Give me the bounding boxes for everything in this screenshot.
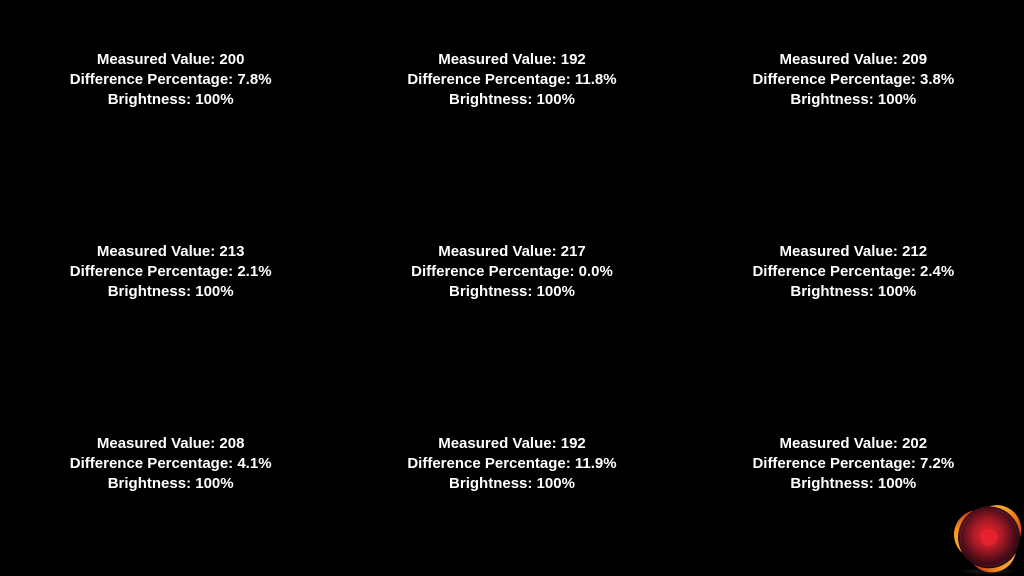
brightness-text: Brightness: 100% <box>449 475 575 492</box>
difference-percentage-text: Difference Percentage: 11.9% <box>407 455 617 472</box>
brightness-text: Brightness: 100% <box>790 91 917 108</box>
brightness-text: Brightness: 100% <box>107 91 234 108</box>
measurement-cell-bottom-center: Measured Value: 192 Difference Percentag… <box>341 384 682 576</box>
difference-percentage-text: Difference Percentage: 2.4% <box>752 263 955 280</box>
measured-value-text: Measured Value: 209 <box>779 51 928 68</box>
measured-value-text: Measured Value: 217 <box>438 243 586 260</box>
measurement-cell-top-right: Measured Value: 209 Difference Percentag… <box>683 0 1024 192</box>
measurement-cell-bottom-right: Measured Value: 202 Difference Percentag… <box>683 384 1024 576</box>
measurement-cell-top-center: Measured Value: 192 Difference Percentag… <box>341 0 682 192</box>
difference-percentage-text: Difference Percentage: 11.8% <box>407 71 617 88</box>
brightness-text: Brightness: 100% <box>107 475 234 492</box>
measurement-cell-top-left: Measured Value: 200 Difference Percentag… <box>0 0 341 192</box>
measurement-cell-middle-left: Measured Value: 213 Difference Percentag… <box>0 192 341 384</box>
difference-percentage-text: Difference Percentage: 0.0% <box>411 263 613 280</box>
brightness-text: Brightness: 100% <box>790 475 917 492</box>
measured-value-text: Measured Value: 213 <box>96 243 245 260</box>
measured-value-text: Measured Value: 202 <box>779 435 928 452</box>
measured-value-text: Measured Value: 192 <box>438 435 586 452</box>
measured-value-text: Measured Value: 192 <box>438 51 586 68</box>
brightness-text: Brightness: 100% <box>449 91 575 108</box>
orange-swirl-sphere-icon <box>953 505 1022 575</box>
measurement-cell-bottom-left: Measured Value: 208 Difference Percentag… <box>0 384 341 576</box>
measurement-cell-middle-center: Measured Value: 217 Difference Percentag… <box>341 192 682 384</box>
brightness-text: Brightness: 100% <box>790 283 917 300</box>
measured-value-text: Measured Value: 208 <box>96 435 245 452</box>
difference-percentage-text: Difference Percentage: 7.8% <box>69 71 272 88</box>
measured-value-text: Measured Value: 200 <box>96 51 245 68</box>
measurement-cell-middle-right: Measured Value: 212 Difference Percentag… <box>683 192 1024 384</box>
difference-percentage-text: Difference Percentage: 4.1% <box>69 455 272 472</box>
difference-percentage-text: Difference Percentage: 2.1% <box>69 263 272 280</box>
brightness-text: Brightness: 100% <box>107 283 234 300</box>
difference-percentage-text: Difference Percentage: 7.2% <box>752 455 955 472</box>
brightness-text: Brightness: 100% <box>449 283 575 300</box>
difference-percentage-text: Difference Percentage: 3.8% <box>752 71 955 88</box>
measured-value-text: Measured Value: 212 <box>779 243 928 260</box>
